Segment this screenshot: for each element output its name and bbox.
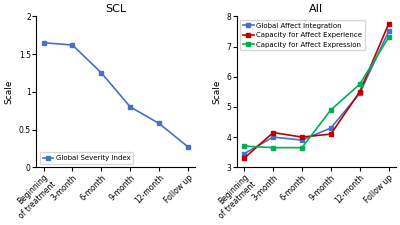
Capacity for Affect Expression	[328, 108, 333, 111]
Global Severity Index	[157, 122, 162, 125]
Capacity for Affect Expression	[386, 36, 391, 39]
Global Affect Integration	[328, 127, 333, 129]
Global Affect Integration	[386, 30, 391, 33]
Global Severity Index	[41, 41, 46, 44]
Line: Global Severity Index: Global Severity Index	[41, 40, 190, 149]
Capacity for Affect Expression	[271, 146, 276, 149]
Capacity for Affect Expression	[357, 83, 362, 86]
Global Affect Integration	[300, 139, 304, 142]
Title: AII: AII	[309, 4, 324, 14]
Capacity for Affect Experience	[386, 22, 391, 25]
Global Affect Integration	[242, 152, 247, 155]
Title: SCL: SCL	[105, 4, 126, 14]
Legend: Global Affect Integration, Capacity for Affect Experience, Capacity for Affect E: Global Affect Integration, Capacity for …	[240, 20, 365, 50]
Capacity for Affect Experience	[357, 90, 362, 93]
Line: Capacity for Affect Experience: Capacity for Affect Experience	[242, 21, 391, 161]
Capacity for Affect Experience	[300, 136, 304, 138]
Capacity for Affect Experience	[271, 131, 276, 134]
Line: Capacity for Affect Expression: Capacity for Affect Expression	[242, 35, 391, 150]
Capacity for Affect Expression	[300, 146, 304, 149]
Global Affect Integration	[357, 92, 362, 95]
Global Severity Index	[70, 44, 75, 46]
Capacity for Affect Experience	[328, 133, 333, 135]
Global Severity Index	[186, 146, 190, 148]
Line: Global Affect Integration: Global Affect Integration	[242, 29, 391, 156]
Global Affect Integration	[271, 136, 276, 138]
Capacity for Affect Experience	[242, 157, 247, 160]
Y-axis label: Scale: Scale	[4, 80, 13, 104]
Legend: Global Severity Index: Global Severity Index	[40, 152, 133, 164]
Capacity for Affect Expression	[242, 145, 247, 147]
Y-axis label: Scale: Scale	[212, 80, 221, 104]
Global Severity Index	[128, 106, 133, 108]
Global Severity Index	[99, 72, 104, 74]
